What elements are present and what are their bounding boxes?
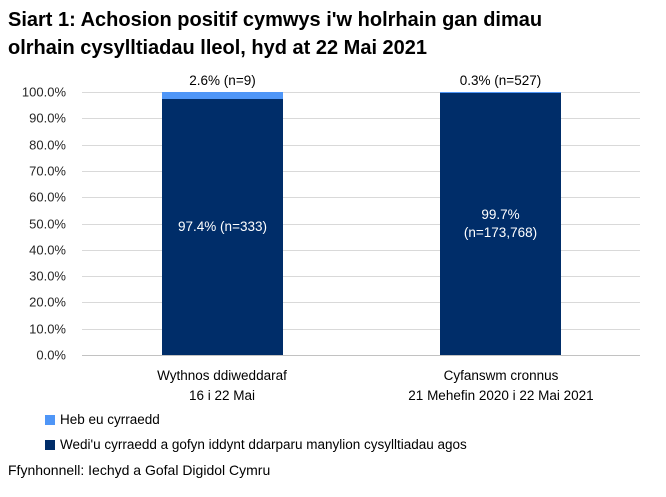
gridline xyxy=(82,170,640,172)
chart-title-line-2: olrhain cysylltiadau lleol, hyd at 22 Ma… xyxy=(8,37,428,59)
y-tick: 60.0% xyxy=(29,189,66,205)
legend-item-not-reached: Heb eu cyrraedd xyxy=(45,412,467,427)
chart-title-line-1: Siart 1: Achosion positif cymwys i'w hol… xyxy=(8,9,543,31)
y-tick: 100.0% xyxy=(21,84,66,100)
gridline xyxy=(82,197,640,199)
segment-reached: 99.7% (n=173,768) xyxy=(440,92,561,355)
legend-label: Wedi'u cyrraedd a gofyn iddynt ddarparu … xyxy=(60,437,467,452)
y-tick: 80.0% xyxy=(29,137,66,153)
y-tick: 0.0% xyxy=(36,347,66,363)
legend-swatch-light-blue xyxy=(45,414,55,425)
x-axis-line xyxy=(82,355,640,356)
y-axis: 100.0% 90.0% 80.0% 70.0% 60.0% 50.0% 40.… xyxy=(0,85,72,363)
segment-not-reached xyxy=(440,92,561,93)
y-tick: 50.0% xyxy=(29,216,66,231)
bar-top-label: 0.3% (n=527) xyxy=(459,73,542,88)
legend-item-reached: Wedi'u cyrraedd a gofyn iddynt ddarparu … xyxy=(45,437,467,452)
gridline xyxy=(82,249,640,251)
x-label-cumulative: Cyfanswm cronnus 21 Mehefin 2020 i 22 Ma… xyxy=(408,368,594,403)
gridline xyxy=(82,302,640,304)
stacked-bar-cumulative: 0.3% (n=527) 99.7% (n=173,768) xyxy=(440,73,561,355)
x-label-latest-week: Wythnos ddiweddaraf 16 i 22 Mai xyxy=(157,368,287,403)
y-tick: 20.0% xyxy=(29,294,66,310)
y-tick: 90.0% xyxy=(29,110,66,126)
legend: Heb eu cyrraedd Wedi'u cyrraedd a gofyn … xyxy=(45,412,467,462)
gridline xyxy=(82,223,640,225)
y-tick: 40.0% xyxy=(29,242,66,258)
gridline xyxy=(82,144,640,146)
y-tick: 70.0% xyxy=(29,163,66,179)
gridline xyxy=(82,328,640,330)
bar-inner-label: 97.4% (n=333) xyxy=(178,218,267,234)
y-tick: 30.0% xyxy=(29,268,66,284)
legend-label: Heb eu cyrraedd xyxy=(60,412,160,427)
bar-top-label: 2.6% (n=9) xyxy=(189,73,256,88)
gridline xyxy=(82,276,640,278)
legend-swatch-navy xyxy=(45,439,55,450)
segment-reached: 97.4% (n=333) xyxy=(162,98,283,355)
y-tick: 10.0% xyxy=(29,321,66,337)
source-note: Ffynhonnell: Iechyd a Gofal Digidol Cymr… xyxy=(8,462,271,478)
gridline xyxy=(82,118,640,120)
stacked-bar-latest-week: 2.6% (n=9) 97.4% (n=333) xyxy=(162,73,283,355)
bar-inner-label: 99.7% (n=173,768) xyxy=(463,206,538,240)
plot-area: 2.6% (n=9) 97.4% (n=333) 0.3% (n=527) 99… xyxy=(82,73,640,356)
gridline xyxy=(82,92,640,93)
segment-not-reached xyxy=(162,92,283,99)
chart-title: Siart 1: Achosion positif cymwys i'w hol… xyxy=(8,6,663,62)
